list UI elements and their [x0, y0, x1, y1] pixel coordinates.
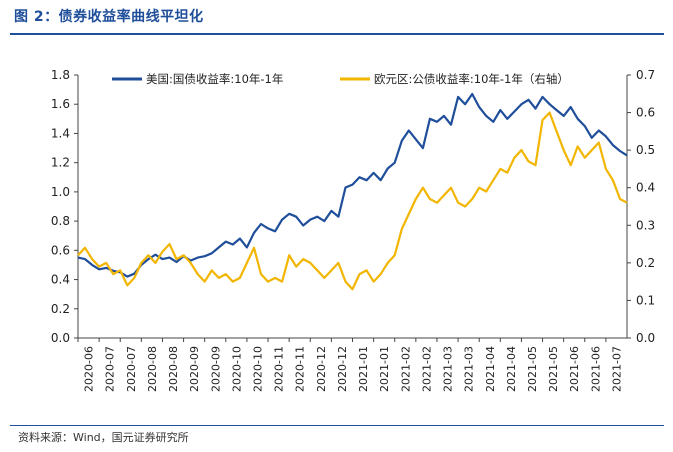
- x-tick-label: 2021-03: [442, 346, 455, 392]
- x-tick-label: 2020-08: [146, 346, 159, 392]
- x-tick-label: 2020-08: [167, 346, 180, 392]
- x-tick-label: 2021-04: [505, 346, 518, 392]
- chart-legend: 美国:国债收益率:10年-1年 欧元区:公债收益率:10年-1年（右轴）: [112, 72, 569, 86]
- source-note: 资料来源：Wind，国元证券研究所: [18, 431, 189, 444]
- y-right-tick-label: 0.3: [636, 218, 655, 232]
- y-left-tick-label: 1.6: [51, 97, 70, 111]
- x-tick-label: 2020-07: [104, 346, 117, 392]
- chart-lines: [77, 92, 628, 291]
- y-right-tick-label: 0.1: [636, 293, 655, 307]
- y-right-tick-label: 0.4: [636, 181, 655, 195]
- source-rule: [10, 425, 664, 426]
- figure-title: 图 2：债券收益率曲线平坦化: [14, 9, 204, 25]
- y-right-tick-label: 0.5: [636, 143, 655, 157]
- x-tick-label: 2020-12: [315, 346, 328, 392]
- x-tick-label: 2021-02: [420, 346, 433, 392]
- y-left-tick-label: 1.4: [51, 126, 70, 140]
- x-tick-label: 2020-07: [125, 346, 138, 392]
- x-tick-label: 2020-10: [230, 346, 243, 392]
- x-tick-label: 2020-12: [336, 346, 349, 392]
- x-tick-label: 2020-10: [251, 346, 264, 392]
- x-tick-label: 2020-11: [294, 346, 307, 392]
- x-tick-label: 2020-06: [83, 346, 96, 392]
- y-left-tick-label: 0.2: [51, 302, 70, 316]
- x-tick-label: 2021-05: [547, 346, 560, 392]
- y-left-tick-label: 0.8: [51, 214, 70, 228]
- y-right-tick-label: 0.7: [636, 68, 655, 82]
- title-rule: [10, 33, 664, 35]
- y-left-tick-label: 0.4: [51, 273, 70, 287]
- y-left-tick-label: 0.0: [51, 331, 70, 345]
- x-tick-label: 2020-09: [188, 346, 201, 392]
- x-tick-label: 2021-01: [357, 346, 370, 392]
- x-tick-label: 2021-03: [463, 346, 476, 392]
- chart-axes: 0.0 0.2 0.4 0.6 0.8 1.0 1.2 1.4 1.6 1.8 0.0 0.1 0.2 0…: [51, 68, 655, 392]
- x-tick-label: 2021-07: [610, 346, 623, 392]
- x-tick-label: 2021-02: [399, 346, 412, 392]
- series-line-2: [77, 111, 628, 291]
- y-right-tick-label: 0.6: [636, 106, 655, 120]
- y-left-tick-label: 0.6: [51, 243, 70, 257]
- legend-label-1: 美国:国债收益率:10年-1年: [146, 72, 283, 86]
- x-tick-label: 2020-09: [209, 346, 222, 392]
- series-line-1: [77, 92, 628, 278]
- x-tick-label: 2021-05: [526, 346, 539, 392]
- x-tick-label: 2021-01: [378, 346, 391, 392]
- y-left-tick-label: 1.0: [51, 185, 70, 199]
- x-tick-label: 2021-06: [589, 346, 602, 392]
- y-left-tick-label: 1.8: [51, 68, 70, 82]
- y-right-tick-label: 0.0: [636, 331, 655, 345]
- x-tick-label: 2021-06: [568, 346, 581, 392]
- x-tick-label: 2021-04: [484, 346, 497, 392]
- y-left-tick-label: 1.2: [51, 156, 70, 170]
- x-tick-label: 2020-11: [273, 346, 286, 392]
- y-right-tick-label: 0.2: [636, 256, 655, 270]
- legend-label-2: 欧元区:公债收益率:10年-1年（右轴）: [374, 72, 569, 86]
